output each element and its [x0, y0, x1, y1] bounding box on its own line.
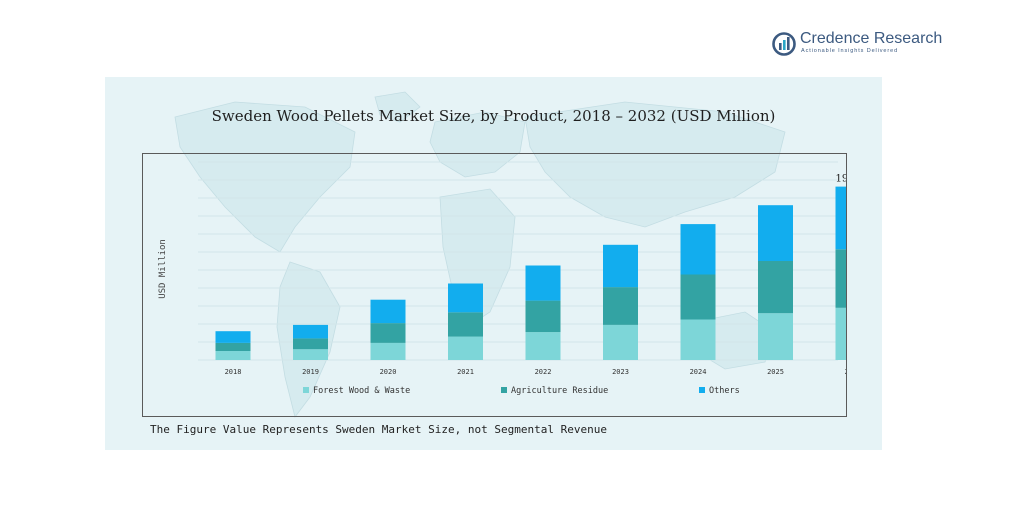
bar-segment — [215, 342, 251, 351]
brand-name: Credence Research — [800, 30, 943, 47]
y-axis-label: USD Million — [158, 239, 168, 299]
data-label: 192.66 — [836, 174, 847, 185]
brand-tagline: Actionable Insights Delivered — [801, 48, 899, 54]
legend-label: Others — [709, 386, 740, 396]
bar-segment — [680, 224, 716, 275]
legend-item: Forest Wood & Waste — [303, 386, 410, 396]
bar-segment — [680, 274, 716, 320]
bar-segment — [680, 319, 716, 360]
chart-frame: USD Million 2018 2019 2020 2021 2022 2023 2024 2… — [142, 153, 847, 417]
x-tick-label: 2020 — [380, 368, 397, 376]
x-tick-label: 2021 — [457, 368, 474, 376]
chart-plot: USD Million 2018 2019 2020 2021 2022 2023 2024 2… — [158, 161, 847, 376]
bar-segment — [835, 307, 846, 360]
credence-logo-icon — [772, 32, 796, 56]
bar-segment — [215, 331, 251, 343]
legend-item: Agriculture Residue — [501, 386, 608, 396]
bar-segment — [448, 312, 483, 337]
bar-segment — [525, 265, 561, 301]
bar-segment — [758, 261, 793, 314]
legend-item: Others — [699, 386, 740, 396]
brand-logo: Credence Research Actionable Insights De… — [772, 30, 942, 60]
legend-swatch — [699, 387, 705, 393]
bar-segment — [370, 299, 406, 324]
x-tick-label: 2023 — [612, 368, 629, 376]
x-tick-label: 2024 — [690, 368, 707, 376]
x-tick-label: 2018 — [225, 368, 242, 376]
chart-title: Sweden Wood Pellets Market Size, by Prod… — [211, 107, 776, 125]
legend-label: Forest Wood & Waste — [313, 386, 411, 396]
bar-segment — [835, 249, 846, 308]
x-tick-label: 2019 — [302, 368, 319, 376]
x-tick-label: 2022 — [535, 368, 552, 376]
bar-segment — [293, 338, 328, 350]
bar-segment — [603, 244, 638, 288]
bar-segment — [293, 349, 328, 360]
bar-segment — [448, 283, 483, 313]
legend-label: Agriculture Residue — [511, 386, 609, 396]
bar-segment — [293, 324, 328, 339]
bar-segment — [603, 287, 638, 325]
bar-segment — [370, 342, 406, 360]
bar-segment — [758, 313, 793, 360]
bar-segment — [758, 205, 793, 261]
world-map-background — [174, 91, 786, 418]
chart-panel: Sweden Wood Pellets Market Size, by Prod… — [105, 77, 882, 450]
bar-segment — [835, 186, 846, 250]
footnote: The Figure Value Represents Sweden Marke… — [150, 423, 607, 436]
x-tick-label: 2032 — [845, 368, 846, 376]
bar-segment — [525, 300, 561, 333]
bar-segment — [215, 351, 251, 360]
bar-segment — [448, 336, 483, 360]
bar-segment — [603, 324, 638, 360]
legend-swatch — [501, 387, 507, 393]
bar-segment — [370, 323, 406, 343]
legend-swatch — [303, 387, 309, 393]
bar-segment — [525, 332, 561, 360]
chart-legend: Forest Wood & Waste Agriculture Residue Ot… — [143, 386, 848, 400]
x-tick-label: 2025 — [767, 368, 784, 376]
